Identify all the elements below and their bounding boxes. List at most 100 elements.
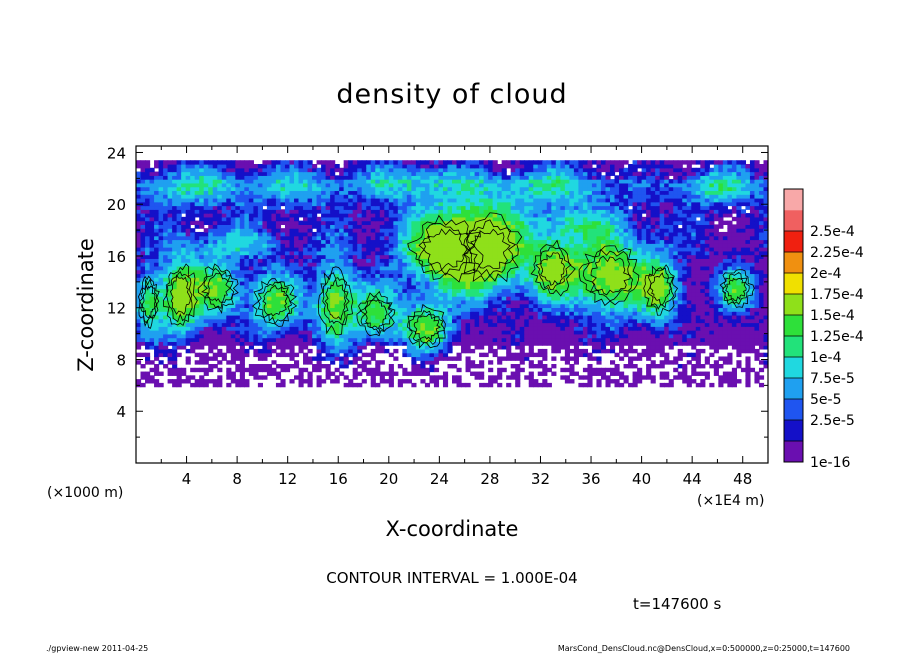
- density-cell: [700, 292, 706, 297]
- density-cell: [650, 379, 656, 384]
- density-cell: [569, 348, 575, 354]
- density-cell: [334, 303, 340, 309]
- density-cell: [406, 284, 412, 290]
- density-cell: [325, 239, 331, 244]
- density-cell: [668, 277, 674, 282]
- density-cell: [343, 243, 349, 248]
- density-cell: [686, 288, 692, 293]
- density-cell: [415, 311, 421, 316]
- density-cell: [370, 314, 376, 320]
- density-cell: [190, 330, 196, 335]
- density-cell: [149, 231, 155, 237]
- density-cell: [497, 367, 503, 373]
- density-cell: [303, 296, 309, 301]
- density-cell: [402, 239, 408, 244]
- density-cell: [605, 314, 611, 320]
- density-cell: [298, 307, 304, 312]
- density-cell: [736, 322, 742, 327]
- density-cell: [573, 265, 579, 271]
- density-cell: [564, 367, 570, 373]
- density-cell: [551, 326, 557, 331]
- density-cell: [470, 269, 476, 275]
- density-cell: [163, 273, 169, 278]
- density-cell: [244, 258, 250, 263]
- density-cell: [172, 273, 178, 278]
- density-cell: [610, 307, 616, 312]
- density-cell: [181, 247, 187, 252]
- density-cell: [497, 280, 503, 286]
- density-cell: [619, 269, 625, 275]
- density-cell: [438, 337, 444, 342]
- density-cell: [190, 333, 196, 339]
- density-cell: [235, 235, 241, 241]
- density-cell: [275, 307, 282, 312]
- density-cell: [244, 235, 250, 241]
- density-cell: [623, 280, 629, 286]
- density-cell: [275, 337, 282, 342]
- density-cell: [442, 280, 449, 286]
- density-cell: [510, 239, 516, 244]
- density-cell: [745, 284, 751, 290]
- density-cell: [244, 379, 250, 384]
- density-cell: [366, 239, 372, 244]
- density-cell: [745, 345, 751, 350]
- density-cell: [366, 288, 372, 293]
- density-cell: [591, 341, 598, 346]
- density-cell: [578, 322, 584, 327]
- density-cell: [307, 330, 313, 335]
- density-cell: [190, 367, 196, 373]
- density-cell: [677, 239, 683, 244]
- density-cell: [587, 356, 593, 361]
- density-cell: [501, 250, 507, 256]
- density-cell: [650, 311, 656, 316]
- density-cell: [587, 292, 593, 297]
- density-cell: [361, 250, 367, 256]
- density-cell: [298, 314, 304, 320]
- density-cell: [623, 277, 629, 282]
- density-cell: [199, 379, 205, 384]
- density-cell: [185, 292, 191, 297]
- density-cell: [217, 303, 223, 309]
- density-cell: [370, 265, 376, 271]
- density-cell: [257, 375, 263, 380]
- density-cell: [637, 322, 643, 327]
- density-cell: [149, 296, 155, 301]
- density-cell: [632, 318, 638, 324]
- density-cell: [433, 273, 440, 278]
- density-cell: [695, 265, 701, 271]
- density-cell: [239, 247, 245, 252]
- density-cell: [555, 265, 561, 271]
- density-cell: [176, 247, 182, 252]
- density-cell: [185, 231, 191, 237]
- density-cell: [415, 262, 421, 267]
- density-cell: [266, 254, 273, 259]
- density-cell: [379, 314, 385, 320]
- density-cell: [718, 280, 724, 286]
- density-cell: [158, 258, 164, 263]
- density-cell: [217, 360, 223, 365]
- density-cell: [673, 314, 679, 320]
- density-cell: [325, 356, 331, 361]
- density-cell: [763, 345, 768, 350]
- density-cell: [456, 303, 462, 309]
- density-cell: [546, 311, 552, 316]
- density-cell: [488, 345, 494, 350]
- density-cell: [221, 303, 227, 309]
- density-cell: [763, 330, 768, 335]
- density-cell: [573, 269, 579, 275]
- density-cell: [587, 311, 593, 316]
- density-cell: [461, 330, 467, 335]
- density-cell: [415, 235, 421, 241]
- density-cell: [357, 284, 363, 290]
- density-cell: [361, 314, 367, 320]
- density-cell: [415, 303, 421, 309]
- density-cell: [564, 262, 570, 267]
- density-cell: [352, 322, 358, 327]
- density-cell: [560, 250, 566, 256]
- density-cell: [573, 345, 579, 350]
- density-cell: [709, 364, 715, 369]
- density-cell: [682, 364, 688, 369]
- density-cell: [632, 265, 638, 271]
- density-cell: [470, 333, 476, 339]
- density-cell: [605, 307, 611, 312]
